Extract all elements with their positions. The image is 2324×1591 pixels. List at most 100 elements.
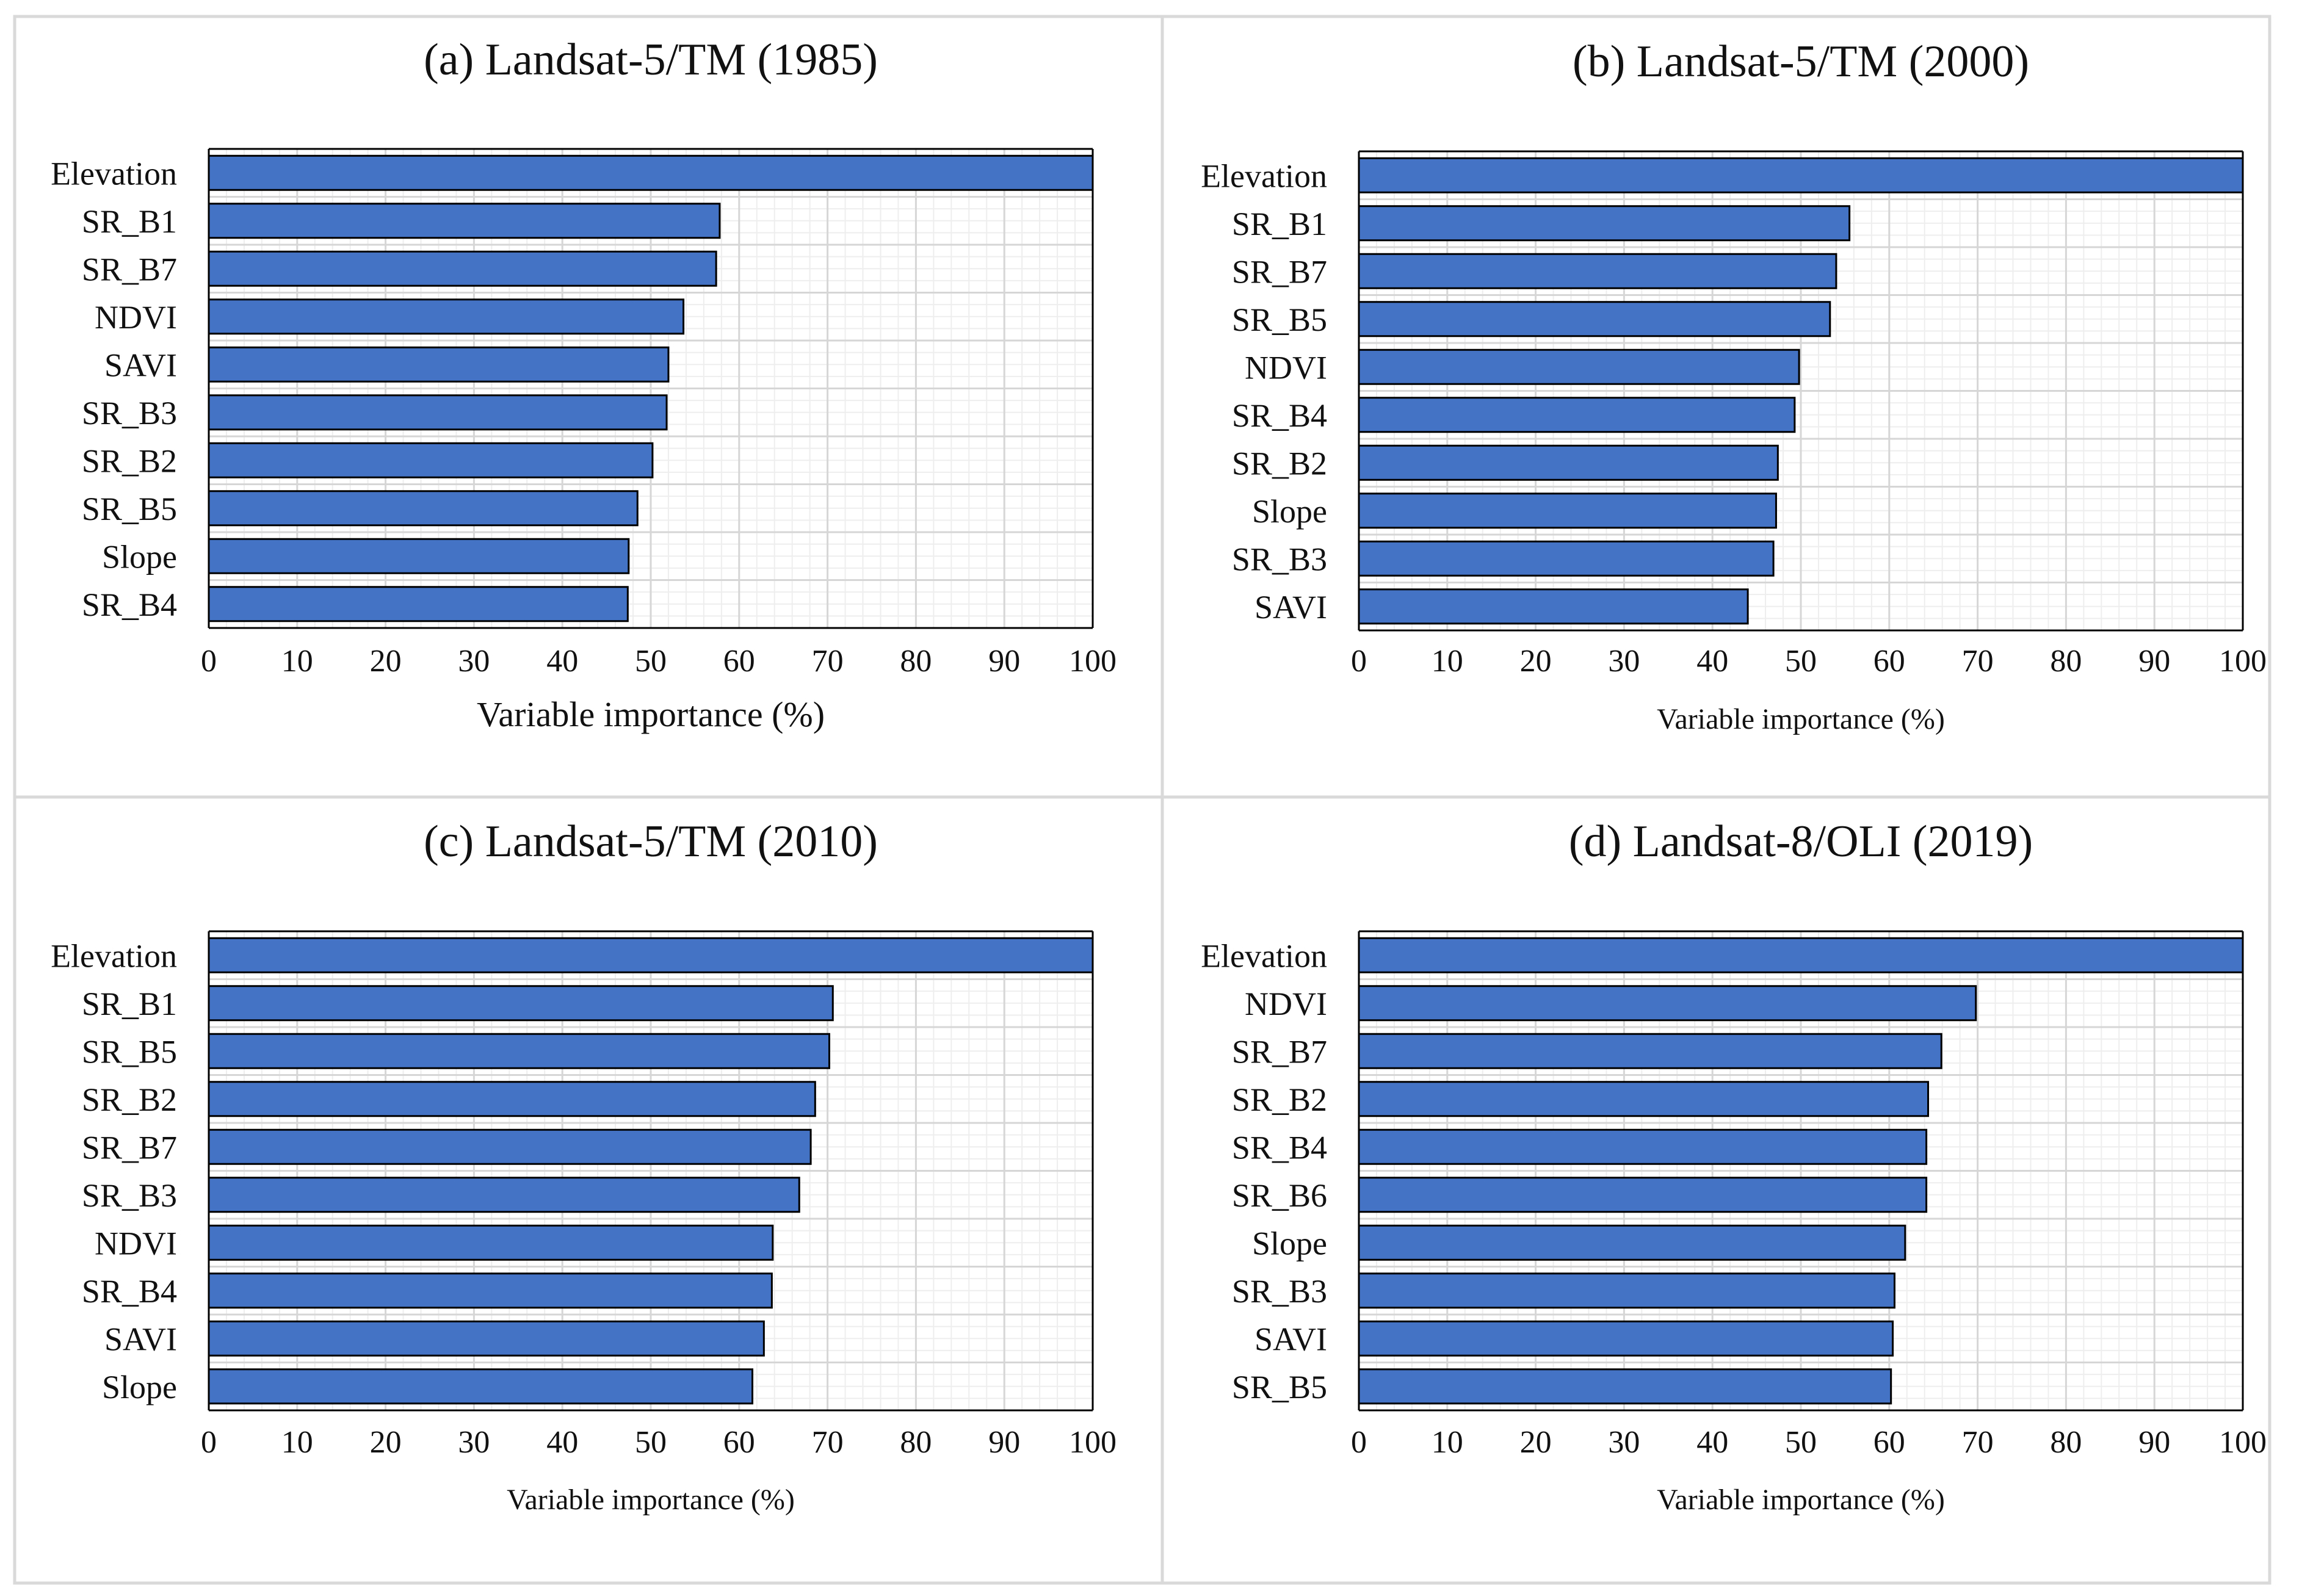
- bar-sr-b1: [208, 985, 834, 1022]
- x-axis-label: Variable importance (%): [477, 694, 825, 734]
- x-tick-label: 80: [900, 1425, 932, 1460]
- x-tick-label: 100: [1069, 1425, 1117, 1460]
- category-label: Slope: [1252, 1225, 1327, 1261]
- bar-sr-b2: [208, 1081, 816, 1117]
- x-tick-label: 50: [635, 644, 667, 679]
- x-tick-label: 80: [2050, 644, 2082, 679]
- x-tick-label: 90: [2138, 1425, 2170, 1460]
- category-label: SR_B3: [82, 395, 177, 431]
- category-label: Slope: [102, 1369, 177, 1405]
- x-tick-label: 70: [1962, 644, 1994, 679]
- category-label: SR_B4: [1232, 1129, 1327, 1166]
- x-tick-label: 20: [370, 644, 402, 679]
- category-label: NDVI: [95, 1225, 177, 1261]
- x-tick-label: 0: [1351, 644, 1367, 679]
- category-label: SAVI: [104, 1321, 177, 1357]
- bar-savi: [208, 1320, 765, 1357]
- x-tick-label: 50: [635, 1425, 667, 1460]
- category-label: SR_B7: [82, 251, 177, 287]
- x-tick-label: 20: [1520, 644, 1552, 679]
- category-label: SR_B2: [82, 1081, 177, 1118]
- bar-sr-b4: [208, 586, 629, 622]
- category-label: SR_B4: [82, 1273, 177, 1310]
- category-label: NDVI: [95, 299, 177, 336]
- category-label: Slope: [102, 538, 177, 575]
- category-label: SR_B3: [82, 1177, 177, 1214]
- x-tick-label: 60: [723, 644, 755, 679]
- bar-slope: [208, 538, 630, 574]
- bar-savi: [1358, 588, 1749, 625]
- category-label: NDVI: [1245, 349, 1327, 386]
- category-label: SR_B6: [1232, 1177, 1327, 1214]
- x-tick-label: 0: [1351, 1425, 1367, 1460]
- bar-sr-b3: [208, 1177, 800, 1213]
- bar-sr-b4: [1358, 1128, 1928, 1165]
- x-tick-label: 100: [2219, 644, 2267, 679]
- category-label: SAVI: [104, 347, 177, 383]
- bar-elevation: [208, 154, 1094, 191]
- bar-sr-b5: [1358, 1368, 1892, 1405]
- chart-title: (b) Landsat-5/TM (2000): [1573, 37, 2029, 87]
- category-label: SR_B5: [82, 491, 177, 527]
- category-label: SR_B7: [1232, 1033, 1327, 1070]
- x-tick-label: 50: [1785, 1425, 1817, 1460]
- bar-sr-b4: [1358, 397, 1796, 433]
- x-tick-label: 80: [900, 644, 932, 679]
- x-tick-label: 10: [281, 1425, 313, 1460]
- bar-sr-b5: [208, 490, 639, 527]
- bar-sr-b7: [1358, 1033, 1942, 1069]
- bar-sr-b3: [1358, 540, 1775, 577]
- category-label: Elevation: [1201, 937, 1327, 974]
- bar-elevation: [1358, 937, 2244, 973]
- category-label: SR_B4: [82, 586, 177, 623]
- bar-elevation: [208, 937, 1094, 973]
- x-tick-label: 50: [1785, 644, 1817, 679]
- x-tick-label: 70: [1962, 1425, 1994, 1460]
- x-tick-label: 0: [201, 644, 217, 679]
- x-axis-label: Variable importance (%): [507, 1484, 795, 1516]
- bar-sr-b7: [1358, 253, 1837, 289]
- bar-sr-b5: [208, 1033, 830, 1069]
- bar-sr-b7: [208, 250, 717, 287]
- category-label: SR_B2: [1232, 1081, 1327, 1118]
- category-label: SR_B5: [82, 1033, 177, 1070]
- bar-sr-b7: [208, 1128, 812, 1165]
- x-tick-label: 20: [1520, 1425, 1552, 1460]
- x-tick-label: 90: [2138, 644, 2170, 679]
- bar-sr-b2: [1358, 444, 1779, 481]
- x-tick-label: 40: [1696, 1425, 1728, 1460]
- x-axis-label: Variable importance (%): [1657, 1484, 1945, 1516]
- x-tick-label: 100: [2219, 1425, 2267, 1460]
- x-tick-label: 70: [812, 644, 844, 679]
- category-label: SR_B3: [1232, 1273, 1327, 1310]
- x-tick-label: 90: [988, 1425, 1020, 1460]
- category-label: SAVI: [1254, 589, 1327, 626]
- bar-sr-b5: [1358, 301, 1831, 337]
- bar-ndvi: [1358, 348, 1800, 385]
- x-tick-label: 60: [723, 1425, 755, 1460]
- bar-elevation: [1358, 157, 2244, 193]
- chart-panel-c: (c) Landsat-5/TM (2010) Elevation SR_B1 SR_…: [51, 817, 1117, 1516]
- x-tick-label: 60: [1873, 1425, 1905, 1460]
- category-label: SR_B2: [1232, 445, 1327, 482]
- category-label: Elevation: [51, 155, 177, 192]
- bar-sr-b1: [1358, 205, 1851, 242]
- chart-title: (a) Landsat-5/TM (1985): [424, 35, 878, 85]
- x-tick-label: 40: [546, 644, 578, 679]
- x-tick-label: 10: [1432, 1425, 1463, 1460]
- category-label: SR_B7: [1232, 253, 1327, 290]
- category-label: SR_B1: [1232, 206, 1327, 242]
- bar-ndvi: [1358, 985, 1977, 1022]
- x-tick-label: 60: [1873, 644, 1905, 679]
- category-label: Elevation: [51, 937, 177, 974]
- category-label: SR_B5: [1232, 1369, 1327, 1405]
- x-axis-label: Variable importance (%): [1657, 703, 1945, 735]
- chart-title: (c) Landsat-5/TM (2010): [424, 817, 878, 867]
- chart-title: (d) Landsat-8/OLI (2019): [1569, 817, 2033, 867]
- category-label: SR_B1: [82, 203, 177, 240]
- chart-panel-a: (a) Landsat-5/TM (1985) Elevation SR_B1 SR_…: [51, 35, 1117, 734]
- chart-panel-b: (b) Landsat-5/TM (2000) Elevation SR_B1 SR_…: [1201, 37, 2267, 735]
- x-tick-label: 80: [2050, 1425, 2082, 1460]
- x-tick-label: 30: [1608, 1425, 1640, 1460]
